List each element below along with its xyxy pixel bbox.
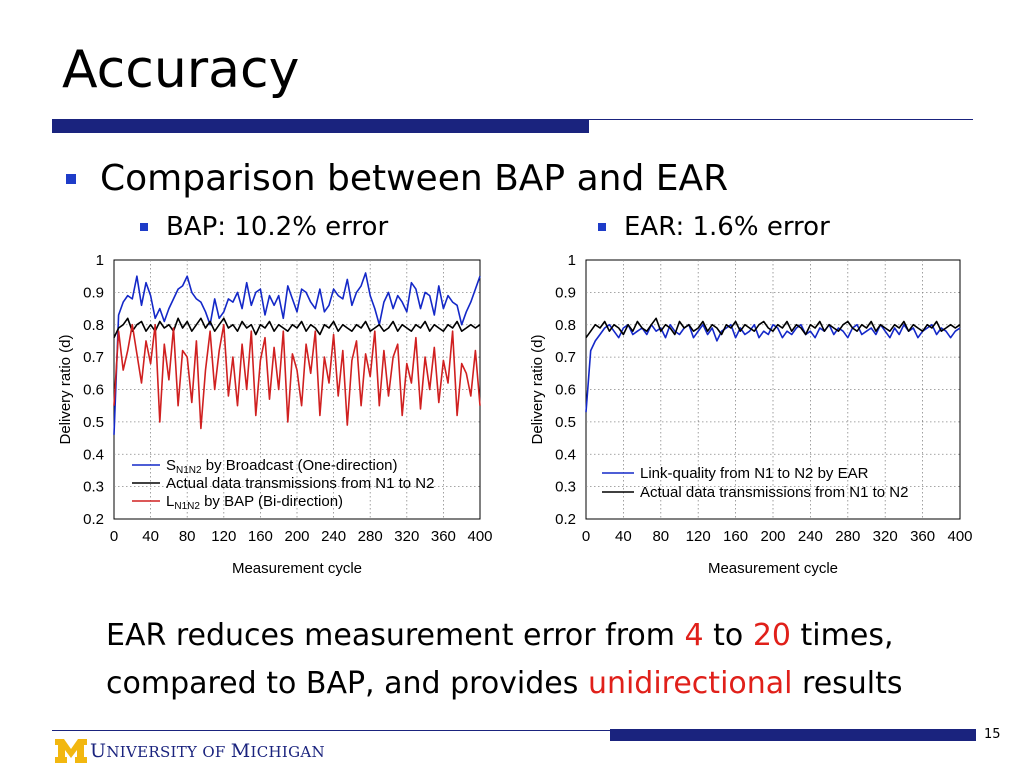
conclusion-line-2: compared to BAP, and provides unidirecti… [106, 660, 903, 708]
bap-series-line-1 [113, 317, 481, 339]
bap-x-tick-label: 400 [467, 528, 492, 545]
ear-x-tick-label: 80 [652, 528, 669, 545]
ear-series-line-0 [585, 323, 961, 413]
bap-legend-entry-0: SN1N2 by Broadcast (One-direction) [166, 457, 398, 476]
bap-x-tick-label: 320 [394, 528, 419, 545]
logo-word-ichigan: ICHIGAN [250, 743, 325, 761]
bap-x-tick-label: 200 [284, 528, 309, 545]
main-bullet-text: Comparison between BAP and EAR [100, 158, 729, 199]
conclusion-number-20: 20 [752, 618, 791, 653]
bap-y-tick-label: 0.8 [83, 317, 104, 334]
bap-chart: 0 40 80 120 160 200 240 280 320 360 400 0.2 0.3 0.4 0.… [57, 252, 493, 577]
ear-x-tick-label: 160 [723, 528, 748, 545]
bap-x-tick-label: 40 [142, 528, 159, 545]
conclusion-part-5: results [792, 666, 903, 701]
ear-x-tick-label: 0 [582, 528, 590, 545]
ear-x-tick-label: 400 [947, 528, 972, 545]
conclusion-text: EAR reduces measurement error from 4 to … [106, 612, 903, 708]
title-underline-bar [52, 119, 589, 133]
bap-x-tick-label: 360 [431, 528, 456, 545]
ear-x-tick-label: 40 [615, 528, 632, 545]
logo-letter-m: M [230, 740, 251, 762]
main-bullet: Comparison between BAP and EAR [66, 155, 728, 203]
logo-letter-u: U [90, 740, 107, 762]
ear-x-axis-label: Measurement cycle [708, 560, 838, 577]
ear-y-tick-label: 0.3 [555, 479, 576, 496]
ear-y-tick-label: 0.2 [555, 511, 576, 528]
sub-bullet-bap: BAP: 10.2% error [140, 210, 388, 244]
conclusion-line-1: EAR reduces measurement error from 4 to … [106, 612, 903, 660]
conclusion-part-1: EAR reduces measurement error from [106, 618, 685, 653]
ear-x-tick-label: 320 [873, 528, 898, 545]
ear-x-tick-label: 240 [798, 528, 823, 545]
ear-y-tick-label: 0.5 [555, 414, 576, 431]
footer-bar [610, 729, 976, 741]
bap-y-tick-label: 0.5 [83, 414, 104, 431]
ear-y-tick-label: 0.6 [555, 382, 576, 399]
bap-x-tick-label: 0 [110, 528, 118, 545]
bap-series-line-0 [113, 272, 481, 435]
square-bullet-icon [598, 223, 606, 231]
square-bullet-icon [140, 223, 148, 231]
bap-x-tick-label: 280 [358, 528, 383, 545]
ear-series-line-1 [585, 317, 961, 339]
square-bullet-icon [66, 174, 76, 184]
bap-y-axis-label: Delivery ratio (d) [57, 334, 74, 444]
bap-y-tick-label: 0.2 [83, 511, 104, 528]
ear-y-axis-label: Delivery ratio (d) [529, 334, 546, 444]
university-name: UNIVERSITY OF MICHIGAN [90, 740, 325, 762]
conclusion-part-2: to [703, 618, 753, 653]
ear-x-tick-label: 280 [835, 528, 860, 545]
ear-y-tick-label: 0.9 [555, 284, 576, 301]
sub-bullet-ear: EAR: 1.6% error [598, 210, 830, 244]
ear-x-tick-label: 200 [760, 528, 785, 545]
conclusion-part-4: compared to BAP, and provides [106, 666, 588, 701]
conclusion-part-3: times, [791, 618, 894, 653]
bap-y-tick-label: 1 [96, 252, 104, 269]
conclusion-highlight: unidirectional [587, 666, 793, 701]
university-logo: UNIVERSITY OF MICHIGAN [54, 738, 325, 764]
footer-rule [52, 730, 610, 731]
ear-chart: 0 40 80 120 160 200 240 280 320 360 400 0.2 0.3 0.4 0.… [529, 252, 973, 577]
page-number: 15 [984, 727, 1001, 742]
bap-x-tick-label: 160 [248, 528, 273, 545]
slide-title: Accuracy [62, 40, 300, 100]
ear-legend-entry-0: Link-quality from N1 to N2 by EAR [640, 465, 869, 482]
ear-y-tick-label: 1 [568, 252, 576, 269]
title-underline-rule [589, 119, 973, 120]
logo-word-niversity: NIVERSITY OF [106, 743, 231, 761]
bap-y-tick-label: 0.3 [83, 479, 104, 496]
block-m-logo-icon [55, 739, 87, 763]
ear-y-tick-label: 0.4 [555, 446, 576, 463]
bap-y-tick-label: 0.7 [83, 349, 104, 366]
bap-y-tick-label: 0.6 [83, 382, 104, 399]
ear-x-tick-label: 120 [686, 528, 711, 545]
ear-y-tick-label: 0.8 [555, 317, 576, 334]
sub-bullet-ear-text: EAR: 1.6% error [624, 212, 830, 242]
bap-x-tick-label: 80 [179, 528, 196, 545]
bap-legend-entry-1: Actual data transmissions from N1 to N2 [166, 475, 434, 492]
ear-legend-entry-1: Actual data transmissions from N1 to N2 [640, 484, 908, 501]
bap-y-tick-label: 0.9 [83, 284, 104, 301]
bap-legend-entry-2: LN1N2 by BAP (Bi-direction) [166, 493, 343, 512]
bap-x-tick-label: 120 [211, 528, 236, 545]
bap-x-tick-label: 240 [321, 528, 346, 545]
bap-series-line-2 [113, 323, 481, 430]
ear-y-tick-label: 0.7 [555, 349, 576, 366]
ear-x-tick-label: 360 [910, 528, 935, 545]
sub-bullet-bap-text: BAP: 10.2% error [166, 212, 389, 242]
bap-x-axis-label: Measurement cycle [232, 560, 362, 577]
conclusion-number-4: 4 [684, 618, 704, 653]
bap-y-tick-label: 0.4 [83, 446, 104, 463]
